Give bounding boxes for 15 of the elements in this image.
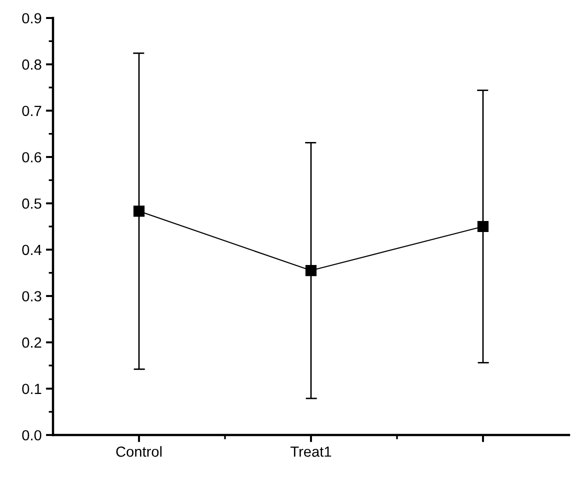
x-tick-label: Treat1 [290, 446, 332, 457]
y-tick-label: 0.3 [22, 291, 42, 302]
point [305, 264, 317, 276]
y-tick-label: 0.7 [22, 106, 42, 116]
y-tick-label: 0.9 [22, 13, 42, 24]
y-tick-label: 0.2 [22, 337, 42, 348]
y-tick-label: 0.5 [22, 198, 42, 209]
x-tick-label: Control [116, 446, 162, 457]
point [133, 206, 145, 217]
y-tick-label: 0.1 [22, 384, 42, 394]
y-tick-label: 0.6 [22, 152, 42, 162]
point [477, 220, 489, 232]
y-tick-label: 0.0 [22, 430, 42, 440]
y-tick-label: 0.8 [22, 59, 42, 70]
y-tick-label: 0.4 [22, 244, 42, 256]
